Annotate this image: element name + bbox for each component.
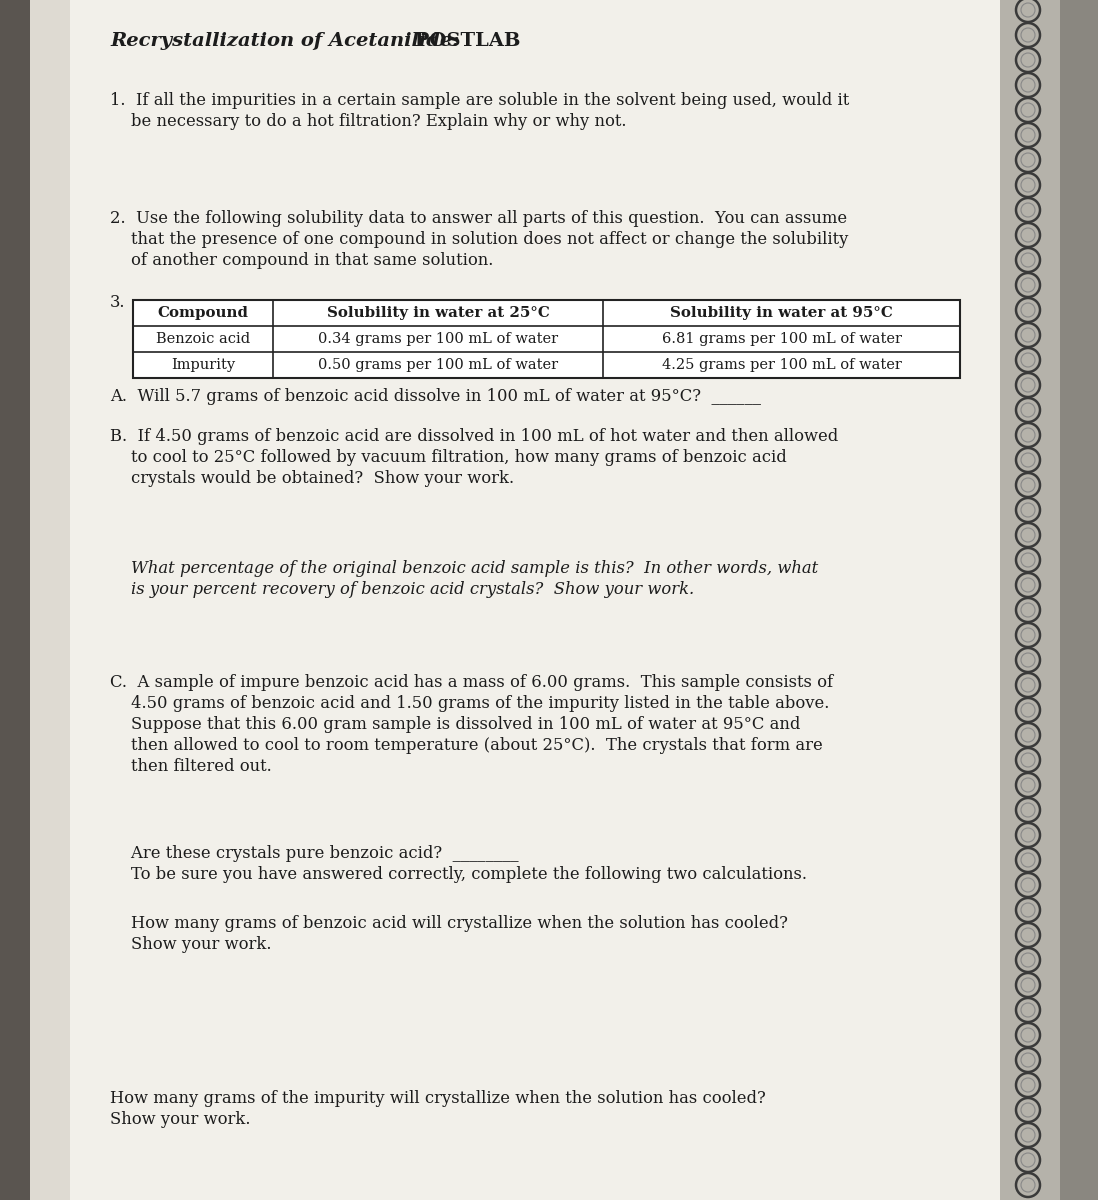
Text: of another compound in that same solution.: of another compound in that same solutio… (110, 252, 493, 269)
Text: 4.50 grams of benzoic acid and 1.50 grams of the impurity listed in the table ab: 4.50 grams of benzoic acid and 1.50 gram… (110, 695, 829, 712)
Text: then allowed to cool to room temperature (about 25°C).  The crystals that form a: then allowed to cool to room temperature… (110, 737, 822, 754)
Text: Suppose that this 6.00 gram sample is dissolved in 100 mL of water at 95°C and: Suppose that this 6.00 gram sample is di… (110, 716, 800, 733)
Bar (1060, 0, 1098, 1200)
Text: to cool to 25°C followed by vacuum filtration, how many grams of benzoic acid: to cool to 25°C followed by vacuum filtr… (110, 449, 787, 466)
Bar (0, 0, 30, 1200)
Text: 0.34 grams per 100 mL of water: 0.34 grams per 100 mL of water (318, 332, 558, 346)
Text: Benzoic acid: Benzoic acid (156, 332, 250, 346)
Text: Solubility in water at 25°C: Solubility in water at 25°C (326, 306, 549, 320)
Bar (133, 300, 960, 378)
Text: that the presence of one compound in solution does not affect or change the solu: that the presence of one compound in sol… (110, 230, 849, 248)
Text: To be sure you have answered correctly, complete the following two calculations.: To be sure you have answered correctly, … (110, 866, 807, 883)
Text: Recrystallization of Acetanilide:: Recrystallization of Acetanilide: (110, 32, 459, 50)
Text: C.  A sample of impure benzoic acid has a mass of 6.00 grams.  This sample consi: C. A sample of impure benzoic acid has a… (110, 674, 833, 691)
Text: crystals would be obtained?  Show your work.: crystals would be obtained? Show your wo… (110, 470, 514, 487)
Text: is your percent recovery of benzoic acid crystals?  Show your work.: is your percent recovery of benzoic acid… (110, 581, 694, 598)
Text: What percentage of the original benzoic acid sample is this?  In other words, wh: What percentage of the original benzoic … (110, 560, 818, 577)
Text: How many grams of the impurity will crystallize when the solution has cooled?: How many grams of the impurity will crys… (110, 1090, 765, 1106)
Bar (30, 0, 70, 1200)
Text: then filtered out.: then filtered out. (110, 758, 271, 775)
Text: 6.81 grams per 100 mL of water: 6.81 grams per 100 mL of water (661, 332, 901, 346)
Text: 2.  Use the following solubility data to answer all parts of this question.  You: 2. Use the following solubility data to … (110, 210, 848, 227)
Text: B.  If 4.50 grams of benzoic acid are dissolved in 100 mL of hot water and then : B. If 4.50 grams of benzoic acid are dis… (110, 428, 838, 445)
Text: 4.25 grams per 100 mL of water: 4.25 grams per 100 mL of water (662, 358, 901, 372)
Text: Solubility in water at 95°C: Solubility in water at 95°C (670, 306, 893, 320)
Text: Show your work.: Show your work. (110, 936, 271, 953)
Text: Compound: Compound (157, 306, 248, 320)
Text: 1.  If all the impurities in a certain sample are soluble in the solvent being u: 1. If all the impurities in a certain sa… (110, 92, 849, 109)
Text: 3.: 3. (110, 294, 125, 311)
Text: Show your work.: Show your work. (110, 1111, 250, 1128)
Text: be necessary to do a hot filtration? Explain why or why not.: be necessary to do a hot filtration? Exp… (110, 113, 627, 130)
Text: How many grams of benzoic acid will crystallize when the solution has cooled?: How many grams of benzoic acid will crys… (110, 914, 788, 932)
Text: 0.50 grams per 100 mL of water: 0.50 grams per 100 mL of water (318, 358, 558, 372)
Text: A.  Will 5.7 grams of benzoic acid dissolve in 100 mL of water at 95°C?  ______: A. Will 5.7 grams of benzoic acid dissol… (110, 388, 761, 404)
Text: POSTLAB: POSTLAB (408, 32, 520, 50)
Text: Are these crystals pure benzoic acid?  ________: Are these crystals pure benzoic acid? __… (110, 845, 518, 862)
Text: Impurity: Impurity (171, 358, 235, 372)
Bar (1000, 0, 1098, 1200)
